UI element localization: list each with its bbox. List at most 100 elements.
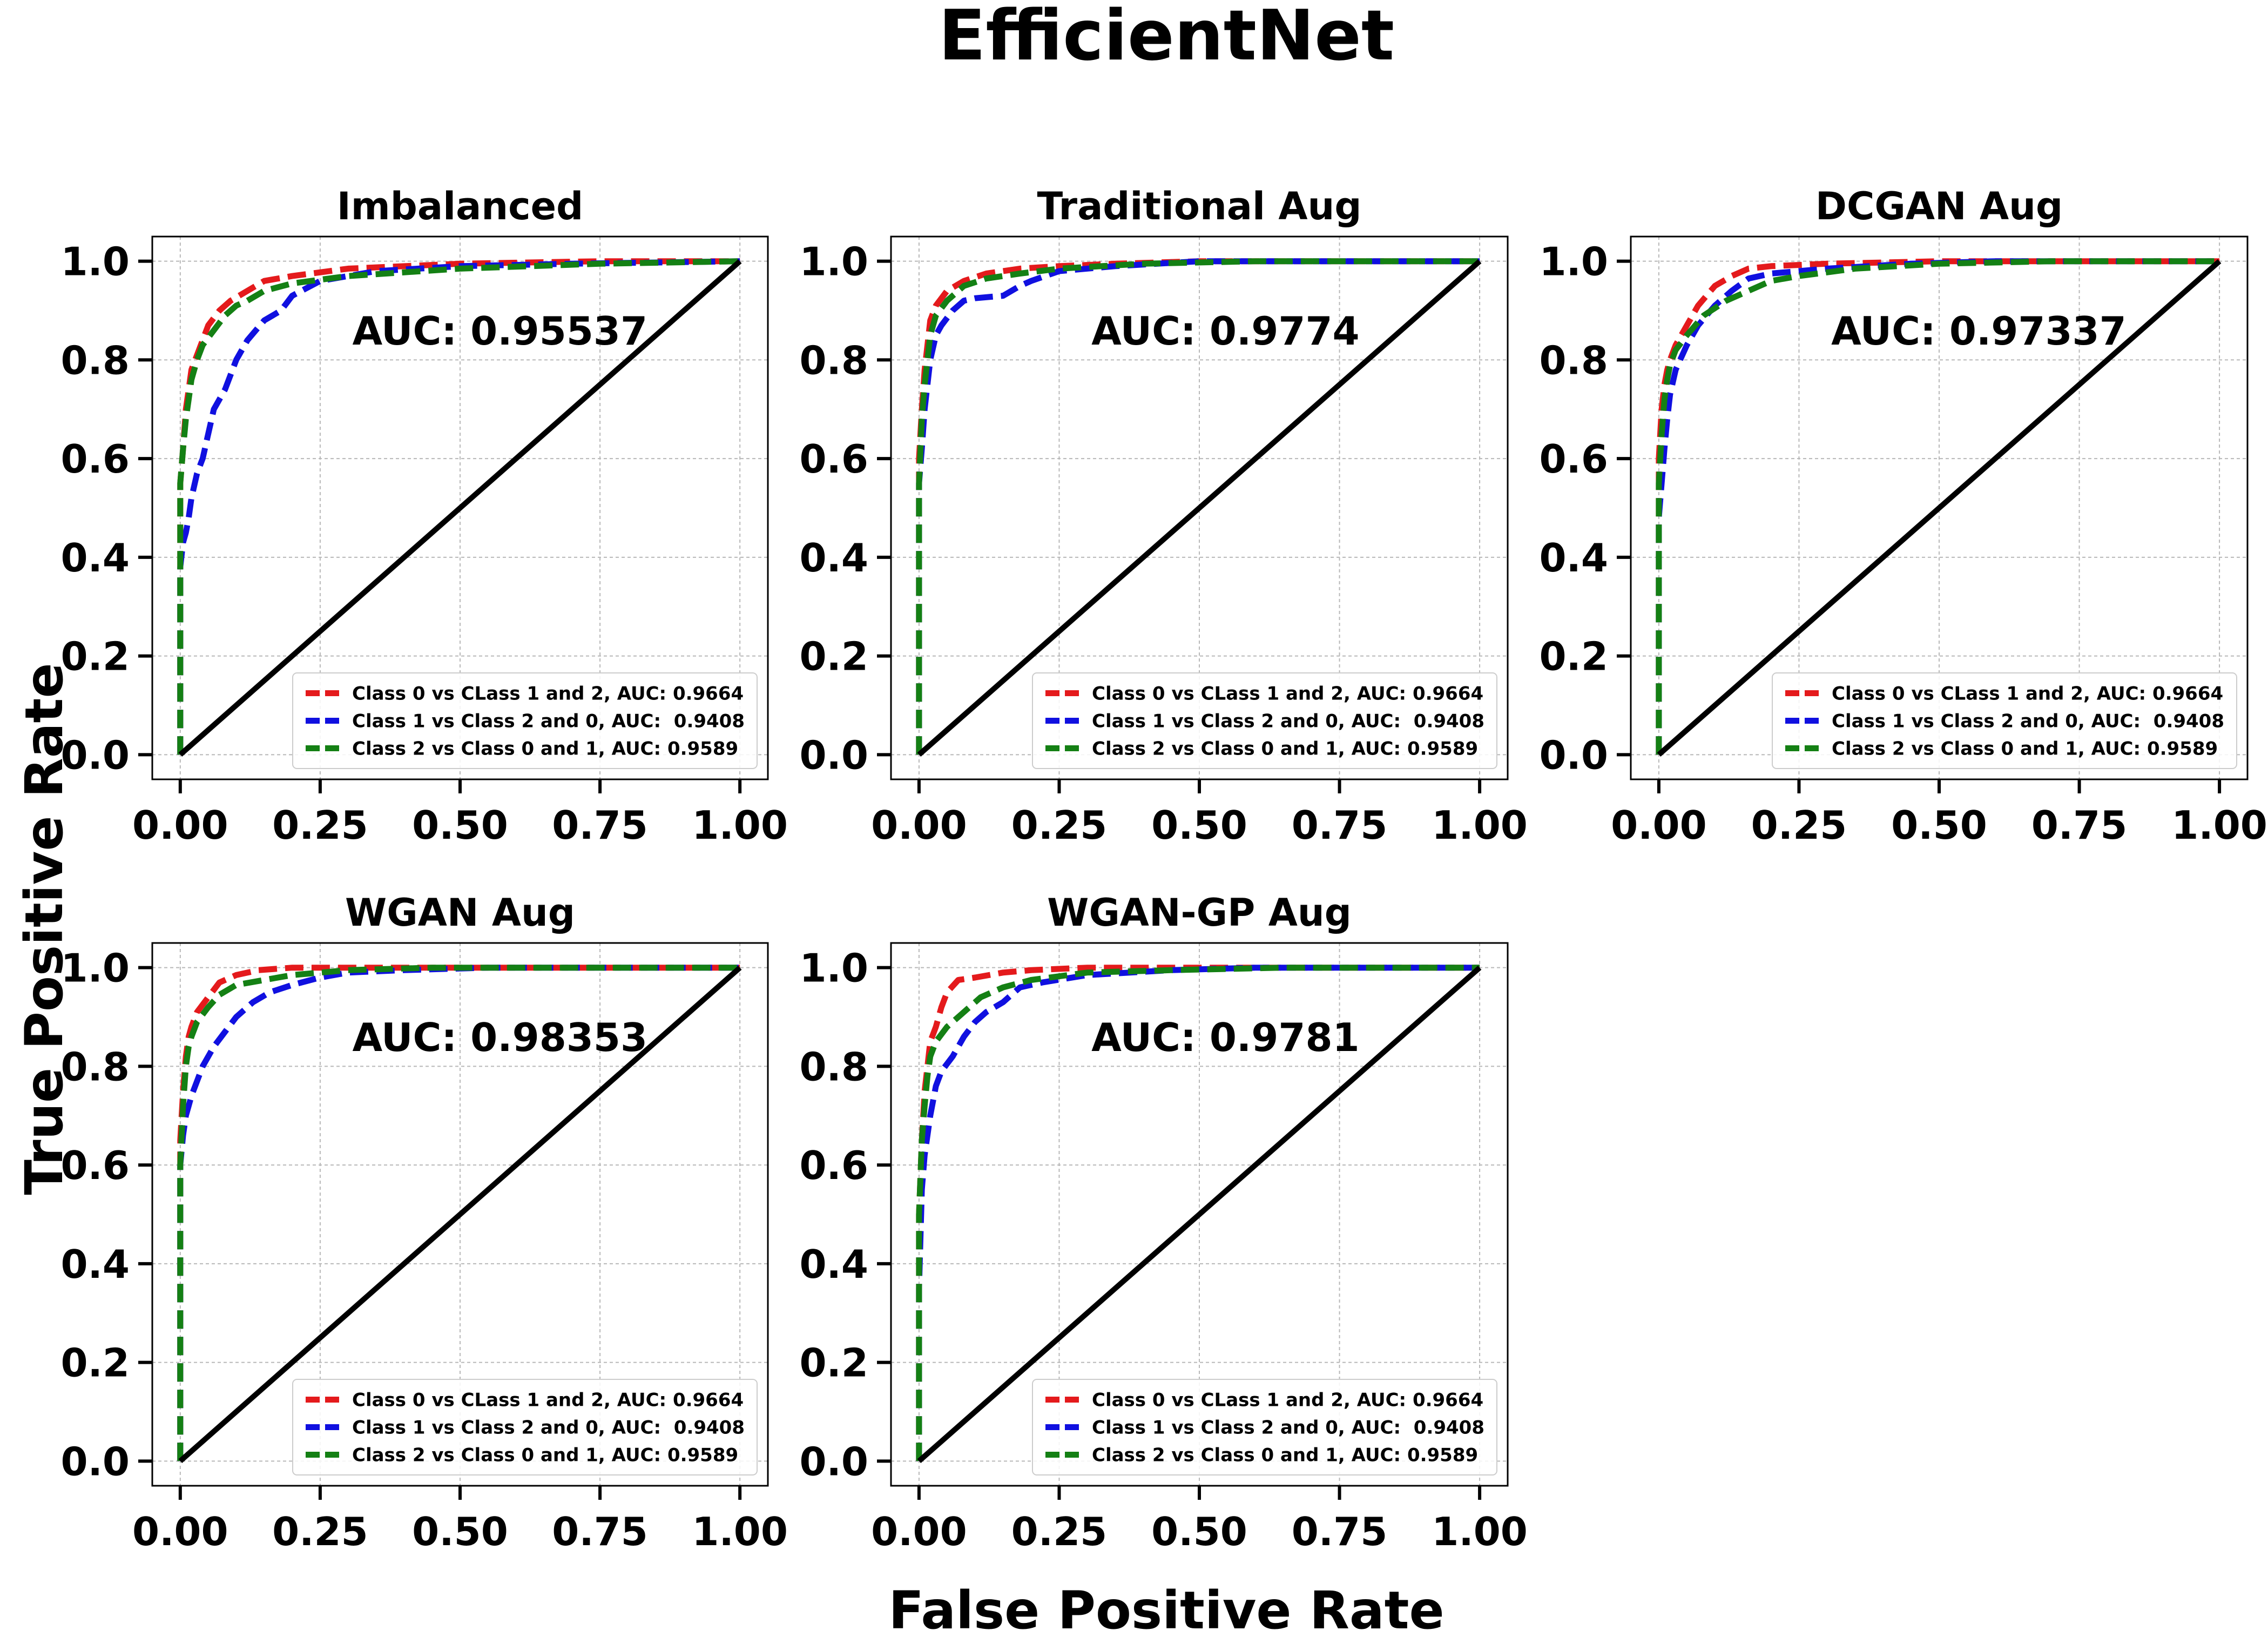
subplot-title: DCGAN Aug (1815, 184, 2063, 228)
subplot-title: WGAN Aug (345, 891, 575, 935)
y-tick-label: 0.0 (799, 732, 868, 778)
x-tick-label: 0.75 (1292, 803, 1388, 848)
y-tick-label: 0.0 (1539, 732, 1608, 778)
roc-curve-class-2 (916, 965, 1480, 1461)
y-tick-label: 0.6 (60, 1143, 130, 1188)
x-tick-label: 0.50 (1891, 803, 1987, 848)
x-tick-label: 0.00 (1611, 803, 1707, 848)
legend-box (292, 672, 758, 769)
y-tick-label: 0.4 (799, 1242, 868, 1287)
legend-label: Class 0 vs CLass 1 and 2, AUC: 0.9664 (1092, 683, 1483, 705)
legend-label: Class 1 vs Class 2 and 0, AUC: 0.9408 (352, 711, 745, 732)
y-tick-label: 0.4 (1539, 535, 1608, 581)
x-tick-label: 0.00 (132, 1509, 228, 1554)
legend-label: Class 2 vs Class 0 and 1, AUC: 0.9589 (1832, 738, 2218, 760)
subplot-title: WGAN-GP Aug (1047, 891, 1352, 935)
figure-title: EfficientNet (939, 0, 1394, 76)
y-tick-label: 0.2 (1539, 634, 1608, 679)
x-tick-label: 1.00 (692, 803, 788, 848)
legend-box (1772, 672, 2237, 769)
y-tick-label: 0.4 (60, 1242, 130, 1287)
legend-box (1032, 1379, 1497, 1475)
x-tick-label: 0.75 (552, 1509, 648, 1554)
x-tick-label: 1.00 (1432, 803, 1528, 848)
figure-ylabel: True Positive Rate (14, 663, 75, 1195)
legend: Class 0 vs CLass 1 and 2, AUC: 0.9664 Cla… (292, 672, 758, 769)
y-tick-label: 0.8 (60, 338, 130, 383)
subplot-4: 0.00 0.25 0.50 0.75 1.00 0.0 0.2 0.4 0.6 0.8 1.0 WG… (60, 891, 788, 1554)
auc-annotation: AUC: 0.95537 (353, 308, 648, 354)
y-tick-label: 1.0 (60, 946, 130, 991)
chance-line (178, 965, 742, 1464)
roc-curve-class-0 (177, 258, 740, 755)
auc-annotation: AUC: 0.98353 (353, 1015, 648, 1060)
x-tick-label: 0.25 (1011, 803, 1108, 848)
legend-label: Class 1 vs Class 2 and 0, AUC: 0.9408 (1092, 711, 1484, 732)
y-tick-label: 0.6 (1539, 436, 1608, 482)
legend-label: Class 0 vs CLass 1 and 2, AUC: 0.9664 (1092, 1390, 1483, 1411)
legend-label: Class 0 vs CLass 1 and 2, AUC: 0.9664 (352, 1390, 744, 1411)
x-tick-label: 1.00 (1432, 1509, 1528, 1554)
x-tick-label: 0.75 (2031, 803, 2128, 848)
auc-annotation: AUC: 0.97337 (1831, 308, 2127, 354)
subplot-title: Imbalanced (337, 184, 583, 228)
legend-label: Class 2 vs Class 0 and 1, AUC: 0.9589 (1092, 1445, 1478, 1466)
x-tick-label: 0.25 (1011, 1509, 1108, 1554)
legend-label: Class 0 vs CLass 1 and 2, AUC: 0.9664 (352, 683, 744, 705)
y-tick-label: 1.0 (799, 946, 868, 991)
legend-label: Class 0 vs CLass 1 and 2, AUC: 0.9664 (1832, 683, 2223, 705)
x-tick-label: 0.00 (871, 1509, 967, 1554)
roc-curve-class-2 (1656, 258, 2220, 755)
legend-box (292, 1379, 758, 1475)
legend-label: Class 2 vs Class 0 and 1, AUC: 0.9589 (1092, 738, 1478, 760)
legend: Class 0 vs CLass 1 and 2, AUC: 0.9664 Cla… (292, 1379, 758, 1475)
roc-curve-class-1 (177, 965, 740, 1461)
legend-label: Class 1 vs Class 2 and 0, AUC: 0.9408 (1092, 1417, 1484, 1439)
y-tick-label: 0.4 (60, 535, 130, 581)
x-tick-label: 0.50 (412, 1509, 508, 1554)
figure-xlabel: False Positive Rate (888, 1580, 1444, 1641)
subplot-1: 0.00 0.25 0.50 0.75 1.00 0.0 0.2 0.4 0.6 0.8 1.0 Im… (60, 184, 788, 848)
auc-annotation: AUC: 0.9774 (1091, 308, 1360, 354)
x-tick-label: 0.50 (1151, 803, 1247, 848)
y-tick-label: 0.6 (60, 436, 130, 482)
chance-line (917, 965, 1482, 1464)
legend-label: Class 2 vs Class 0 and 1, AUC: 0.9589 (352, 1445, 738, 1466)
roc-curve-class-2 (916, 258, 1480, 755)
y-tick-label: 0.8 (799, 1044, 868, 1089)
legend-box (1032, 672, 1497, 769)
roc-curve-class-2 (177, 258, 740, 755)
legend: Class 0 vs CLass 1 and 2, AUC: 0.9664 Cla… (1772, 672, 2237, 769)
y-tick-label: 0.2 (799, 1340, 868, 1386)
y-tick-label: 0.2 (60, 1340, 130, 1386)
chance-line (178, 259, 742, 757)
y-tick-label: 0.8 (1539, 338, 1608, 383)
subplot-2: 0.00 0.25 0.50 0.75 1.00 0.0 0.2 0.4 0.6 0.8 1.0 Tr… (799, 184, 1527, 848)
y-tick-label: 0.4 (799, 535, 868, 581)
roc-curve-class-2 (177, 965, 740, 1461)
roc-curve-class-1 (916, 258, 1480, 755)
x-tick-label: 0.50 (1151, 1509, 1247, 1554)
subplot-grid: 0.00 0.25 0.50 0.75 1.000.00.20.40.60.81.0Im… (60, 184, 2267, 1554)
y-tick-label: 1.0 (60, 239, 130, 285)
y-tick-label: 0.8 (60, 1044, 130, 1089)
x-tick-label: 0.75 (1292, 1509, 1388, 1554)
y-tick-label: 0.2 (799, 634, 868, 679)
chance-line (1657, 259, 2222, 757)
legend-label: Class 2 vs Class 0 and 1, AUC: 0.9589 (352, 738, 738, 760)
y-tick-label: 0.0 (799, 1439, 868, 1484)
x-tick-label: 1.00 (692, 1509, 788, 1554)
subplot-title: Traditional Aug (1037, 184, 1361, 228)
y-tick-label: 1.0 (1539, 239, 1608, 285)
x-tick-label: 0.25 (272, 803, 368, 848)
x-tick-label: 0.00 (871, 803, 967, 848)
legend-label: Class 1 vs Class 2 and 0, AUC: 0.9408 (1832, 711, 2224, 732)
x-tick-label: 1.00 (2171, 803, 2267, 848)
legend-label: Class 1 vs Class 2 and 0, AUC: 0.9408 (352, 1417, 745, 1439)
x-tick-label: 0.00 (132, 803, 228, 848)
auc-annotation: AUC: 0.9781 (1091, 1015, 1360, 1060)
y-tick-label: 0.0 (60, 732, 130, 778)
subplot-3: 0.00 0.25 0.50 0.75 1.00 0.0 0.2 0.4 0.6 0.8 1.0 DC… (1539, 184, 2267, 848)
x-tick-label: 0.50 (412, 803, 508, 848)
y-tick-label: 0.0 (60, 1439, 130, 1484)
